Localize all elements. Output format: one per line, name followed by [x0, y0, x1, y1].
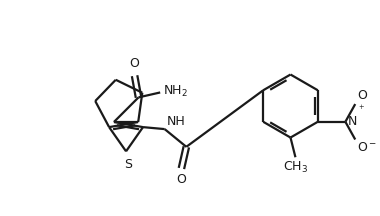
Text: CH$_3$: CH$_3$: [283, 160, 308, 175]
Text: O: O: [357, 89, 367, 102]
Text: O: O: [130, 57, 139, 70]
Text: O: O: [176, 173, 186, 186]
Text: N: N: [347, 115, 357, 128]
Text: NH$_2$: NH$_2$: [163, 84, 188, 99]
Text: S: S: [124, 158, 132, 171]
Text: NH: NH: [167, 115, 185, 128]
Text: $^+$: $^+$: [357, 104, 366, 114]
Text: O$^-$: O$^-$: [357, 141, 377, 154]
